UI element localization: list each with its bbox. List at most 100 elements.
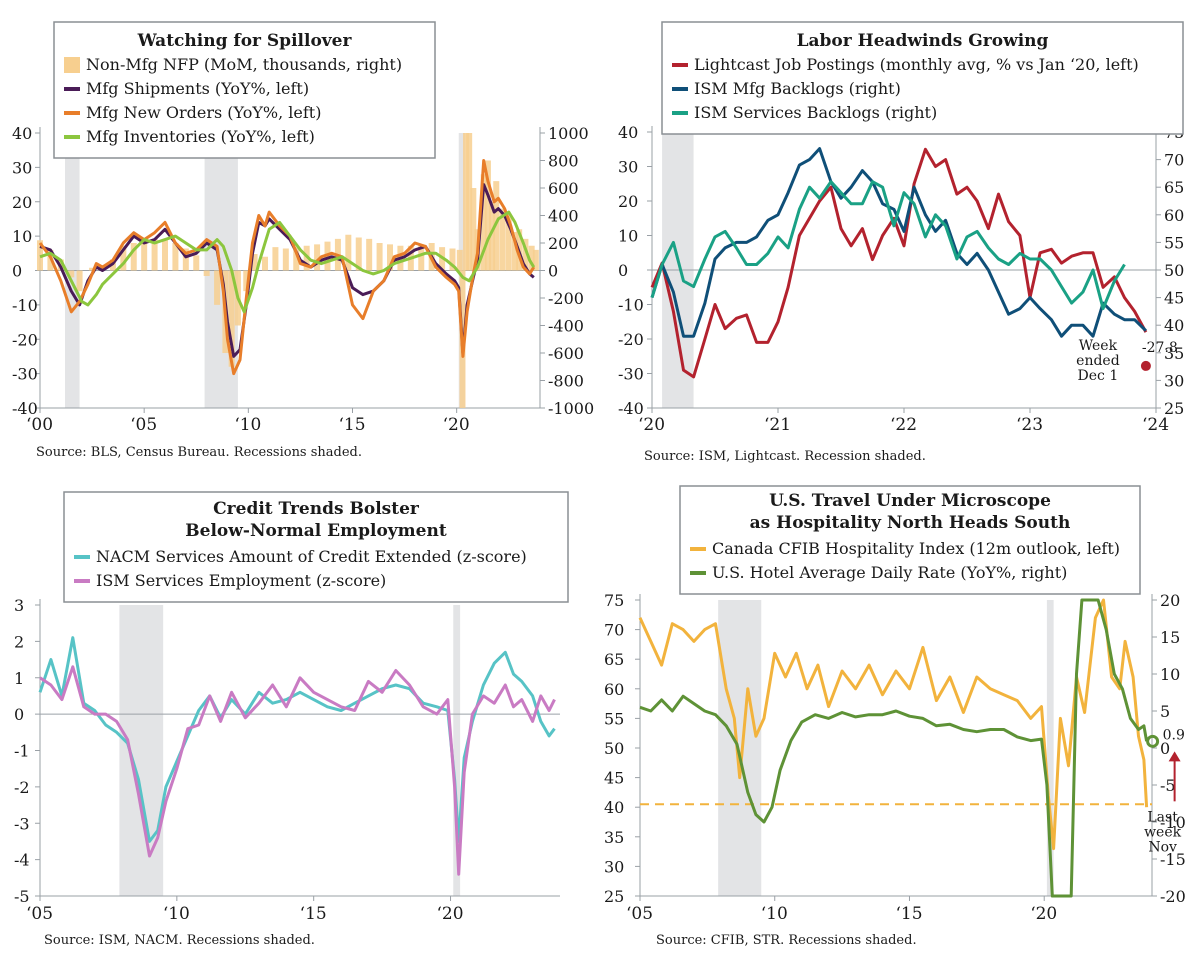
bar-spillover-49 (484, 160, 491, 271)
right-tick-label: 15 (1160, 628, 1180, 647)
x-tick-label: ‘05 (26, 904, 53, 924)
right-tick-label: 600 (548, 179, 579, 198)
bar-spillover-24 (272, 247, 279, 271)
bar-spillover-52 (499, 208, 506, 271)
bar-spillover-33 (366, 238, 373, 271)
bar-spillover-14 (182, 248, 189, 271)
legend-label-3: Mfg Inventories (YoY%, left) (86, 127, 315, 146)
right-tick-label: 20 (1160, 591, 1180, 610)
bar-spillover-10 (141, 241, 148, 271)
bar-spillover-42 (456, 249, 463, 271)
bar-spillover-19 (228, 270, 235, 367)
series-line-0 (650, 147, 1148, 379)
bar-spillover-21 (243, 270, 250, 292)
bar-spillover-23 (262, 256, 268, 271)
right-tick-label: -600 (548, 344, 584, 363)
right-tick-label: -5 (1160, 776, 1176, 795)
bar-spillover-17 (214, 270, 221, 305)
right-tick-label: 25 (1164, 399, 1184, 418)
left-tick-label: -5 (14, 887, 30, 906)
x-tick-label: ‘21 (764, 415, 791, 435)
source-note: Source: CFIB, STR. Recessions shaded. (656, 933, 917, 948)
latest-value-label: -27.8 (1142, 340, 1178, 356)
right-tick-label: 800 (548, 152, 579, 171)
bar-spillover-8 (120, 245, 127, 271)
legend-label-1: U.S. Hotel Average Daily Rate (YoY%, rig… (712, 563, 1067, 582)
legend-label-0: Lightcast Job Postings (monthly avg, % v… (694, 55, 1139, 74)
left-tick-label: 0 (14, 705, 24, 724)
left-tick-label: 2 (14, 632, 24, 651)
x-tick-label: ‘22 (890, 415, 917, 435)
bar-spillover-54 (512, 232, 518, 271)
annotation-line-1: week (1144, 824, 1182, 840)
left-tick-label: -10 (618, 296, 644, 315)
annotation-line-0: Week (1079, 338, 1118, 354)
source-note: Source: ISM, NACM. Recessions shaded. (44, 933, 315, 948)
series-line-3 (39, 210, 536, 314)
left-tick-label: 40 (618, 123, 638, 142)
right-tick-label: 35 (1164, 344, 1184, 363)
right-tick-label: -10 (1160, 813, 1186, 832)
x-tick-label: ‘10 (163, 904, 190, 924)
left-tick-label: -40 (12, 399, 38, 418)
series-line-1 (639, 598, 1149, 898)
chart-credit-trends: 3 2 1 0 -1 -2 -3 -4 -5‘05 ‘10 ‘15 ‘20 Credit Trends … (14, 491, 569, 948)
bar-spillover-57 (528, 245, 535, 271)
left-tick-label: 35 (604, 828, 624, 847)
left-tick-label: 75 (604, 591, 624, 610)
source-note: Source: ISM, Lightcast. Recession shaded… (644, 449, 926, 464)
left-tick-label: -3 (14, 814, 30, 833)
left-tick-label: 30 (604, 857, 624, 876)
bar-spillover-50 (489, 201, 496, 271)
bar-spillover-3 (68, 270, 75, 278)
x-tick-label: ‘05 (626, 904, 653, 924)
right-tick-label: -200 (548, 289, 584, 308)
left-tick-label: 30 (618, 158, 638, 177)
right-tick-label: 70 (1164, 151, 1184, 170)
latest-point-marker (1146, 734, 1160, 748)
chart-watching-for-spillover: 40 30 20 10 0 -10 -20 -30 -40 1000 800 600 400 200 0 -2… (12, 21, 594, 460)
legend-box (661, 21, 1184, 135)
bar-spillover-41 (449, 248, 456, 271)
series-line-0 (638, 598, 1149, 851)
x-tick-label: ‘15 (895, 904, 922, 924)
left-tick-label: -30 (618, 365, 644, 384)
left-tick-label: 20 (12, 193, 32, 212)
left-tick-label: -20 (12, 330, 38, 349)
source-note: Source: BLS, Census Bureau. Recessions s… (36, 445, 362, 460)
right-tick-label: 45 (1164, 289, 1184, 308)
bar-spillover-32 (355, 237, 362, 271)
right-tick-label: 10 (1160, 665, 1180, 684)
x-tick-label: ‘00 (26, 415, 53, 435)
right-tick-label: 200 (548, 234, 579, 253)
chart-labor-headwinds: 403020100-10-20-30-407570656055504540353… (618, 21, 1184, 464)
annotation-line-2: Dec 1 (1078, 368, 1119, 384)
legend-box (679, 485, 1141, 595)
legend-label-2: ISM Services Backlogs (right) (694, 103, 937, 122)
bar-spillover-15 (193, 255, 200, 271)
x-tick-label: ‘10 (761, 904, 788, 924)
left-tick-label: 0 (618, 261, 628, 280)
bar-spillover-13 (172, 243, 179, 271)
series-line-1 (650, 147, 1147, 338)
bar-spillover-12 (162, 240, 168, 271)
bar-spillover-26 (293, 247, 300, 271)
left-tick-label: 65 (604, 650, 624, 669)
x-tick-label: ‘24 (1142, 415, 1169, 435)
x-tick-label: ‘20 (443, 415, 470, 435)
bar-spillover-53 (505, 215, 512, 271)
left-tick-label: 40 (12, 124, 32, 143)
left-tick-label: 45 (604, 769, 624, 788)
bar-spillover-16 (203, 270, 210, 276)
right-tick-label: -20 (1160, 887, 1186, 906)
annotation-line-2: Nov (1148, 839, 1177, 855)
left-tick-label: -40 (618, 399, 644, 418)
x-tick-label: ‘15 (339, 415, 366, 435)
left-tick-label: 40 (604, 798, 624, 817)
left-tick-label: 60 (604, 680, 624, 699)
x-tick-label: ‘20 (638, 415, 665, 435)
legend-label-0: NACM Services Amount of Credit Extended … (96, 547, 527, 566)
chart-title-line-0: Labor Headwinds Growing (797, 31, 1049, 51)
legend-label-1: Mfg Shipments (YoY%, left) (86, 79, 309, 98)
